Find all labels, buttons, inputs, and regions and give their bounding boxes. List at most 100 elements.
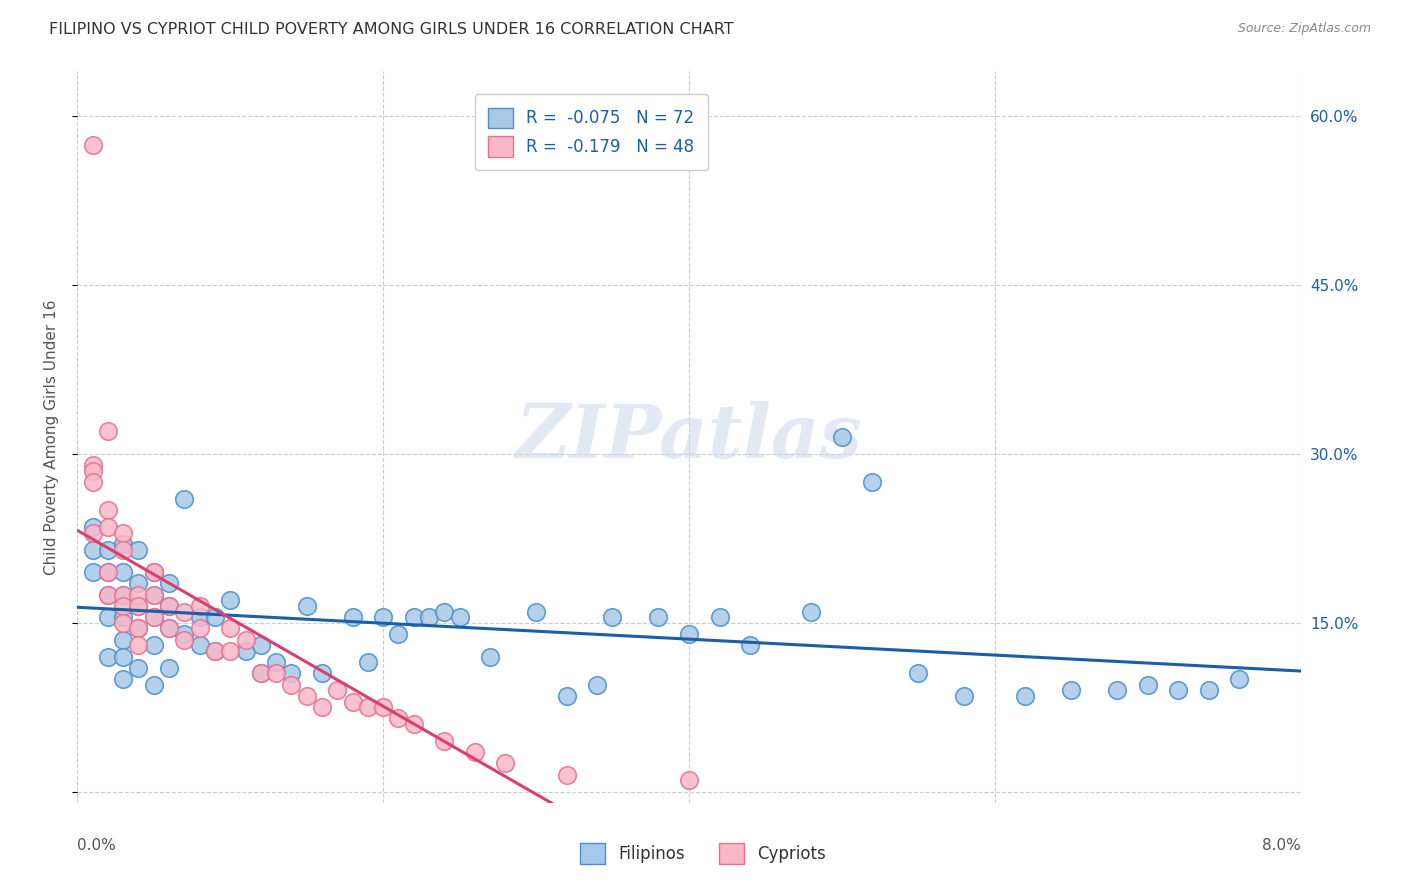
Point [295, 689, 318, 703]
Point [371, 700, 394, 714]
Y-axis label: Child Poverty Among Girls Under 16: Child Poverty Among Girls Under 16 [44, 300, 59, 574]
Point [449, 610, 471, 624]
Point [326, 683, 349, 698]
Point [112, 649, 135, 664]
Point [357, 700, 380, 714]
Point [188, 621, 211, 635]
Point [112, 537, 135, 551]
Point [128, 599, 150, 613]
Point [157, 599, 180, 613]
Point [402, 610, 425, 624]
Point [709, 610, 731, 624]
Point [433, 734, 456, 748]
Point [1107, 683, 1129, 698]
Point [953, 689, 976, 703]
Point [1060, 683, 1083, 698]
Legend: Filipinos, Cypriots: Filipinos, Cypriots [574, 837, 832, 871]
Point [128, 542, 150, 557]
Point [173, 627, 195, 641]
Point [112, 610, 135, 624]
Point [831, 430, 853, 444]
Point [142, 588, 165, 602]
Point [295, 599, 318, 613]
Point [555, 767, 578, 781]
Text: Source: ZipAtlas.com: Source: ZipAtlas.com [1237, 22, 1371, 36]
Point [357, 655, 380, 669]
Point [219, 644, 242, 658]
Point [82, 525, 104, 540]
Point [219, 621, 242, 635]
Point [128, 638, 150, 652]
Point [97, 425, 120, 439]
Point [586, 678, 609, 692]
Point [479, 649, 502, 664]
Point [97, 565, 120, 579]
Point [907, 666, 929, 681]
Point [82, 520, 104, 534]
Point [82, 458, 104, 473]
Point [82, 464, 104, 478]
Point [342, 694, 364, 708]
Point [142, 565, 165, 579]
Point [235, 632, 257, 647]
Point [1014, 689, 1036, 703]
Point [1136, 678, 1159, 692]
Point [112, 599, 135, 613]
Point [555, 689, 578, 703]
Point [464, 745, 486, 759]
Point [524, 605, 547, 619]
Point [157, 621, 180, 635]
Point [112, 542, 135, 557]
Point [188, 638, 211, 652]
Point [112, 615, 135, 630]
Point [188, 599, 211, 613]
Point [495, 756, 517, 771]
Point [97, 520, 120, 534]
Text: ZIPatlas: ZIPatlas [516, 401, 862, 474]
Point [280, 678, 302, 692]
Point [142, 565, 165, 579]
Point [112, 525, 135, 540]
Point [97, 565, 120, 579]
Point [602, 610, 624, 624]
Legend: R =  -0.075   N = 72, R =  -0.179   N = 48: R = -0.075 N = 72, R = -0.179 N = 48 [474, 95, 707, 170]
Point [1229, 672, 1251, 686]
Point [157, 621, 180, 635]
Point [250, 638, 273, 652]
Point [142, 610, 165, 624]
Text: 8.0%: 8.0% [1261, 838, 1301, 853]
Point [219, 593, 242, 607]
Point [204, 610, 226, 624]
Point [97, 588, 120, 602]
Point [204, 644, 226, 658]
Point [173, 605, 195, 619]
Point [97, 542, 120, 557]
Point [97, 610, 120, 624]
Point [387, 711, 409, 725]
Point [128, 576, 150, 591]
Point [157, 599, 180, 613]
Point [311, 666, 333, 681]
Point [97, 503, 120, 517]
Point [82, 475, 104, 489]
Point [647, 610, 669, 624]
Point [128, 588, 150, 602]
Point [280, 666, 302, 681]
Point [1167, 683, 1189, 698]
Point [418, 610, 440, 624]
Point [128, 599, 150, 613]
Point [678, 627, 700, 641]
Point [311, 700, 333, 714]
Point [433, 605, 456, 619]
Point [128, 661, 150, 675]
Point [112, 632, 135, 647]
Point [188, 610, 211, 624]
Point [342, 610, 364, 624]
Point [173, 491, 195, 506]
Point [82, 565, 104, 579]
Point [387, 627, 409, 641]
Point [235, 644, 257, 658]
Point [157, 661, 180, 675]
Point [82, 542, 104, 557]
Point [97, 588, 120, 602]
